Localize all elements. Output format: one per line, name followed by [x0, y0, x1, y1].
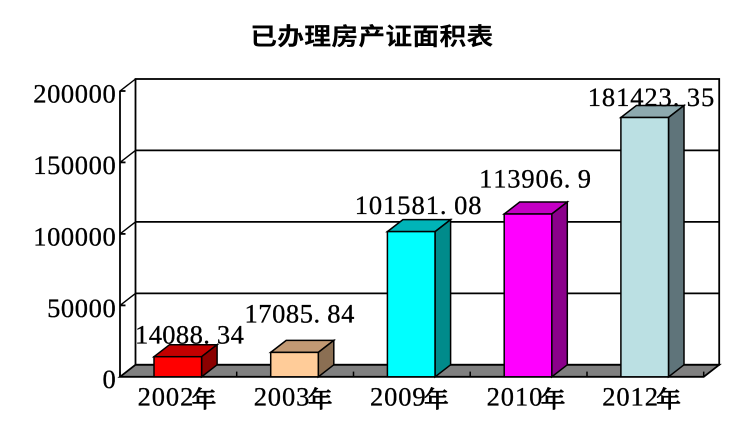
svg-text:2002: 2002 — [138, 381, 194, 411]
svg-text:2003: 2003 — [254, 381, 310, 411]
svg-text:2009: 2009 — [370, 381, 426, 411]
svg-text:0: 0 — [103, 364, 116, 394]
svg-text:2010: 2010 — [487, 381, 543, 411]
svg-text:100000: 100000 — [33, 221, 116, 251]
svg-text:2012: 2012 — [602, 381, 658, 411]
svg-text:14088.34: 14088.34 — [135, 320, 244, 350]
svg-text:101581.08: 101581.08 — [355, 190, 482, 220]
svg-text:50000: 50000 — [47, 293, 116, 323]
svg-text:181423.35: 181423.35 — [588, 82, 714, 112]
svg-text:200000: 200000 — [33, 78, 116, 108]
svg-text:150000: 150000 — [33, 150, 116, 180]
svg-text:17085.84: 17085.84 — [245, 299, 355, 329]
